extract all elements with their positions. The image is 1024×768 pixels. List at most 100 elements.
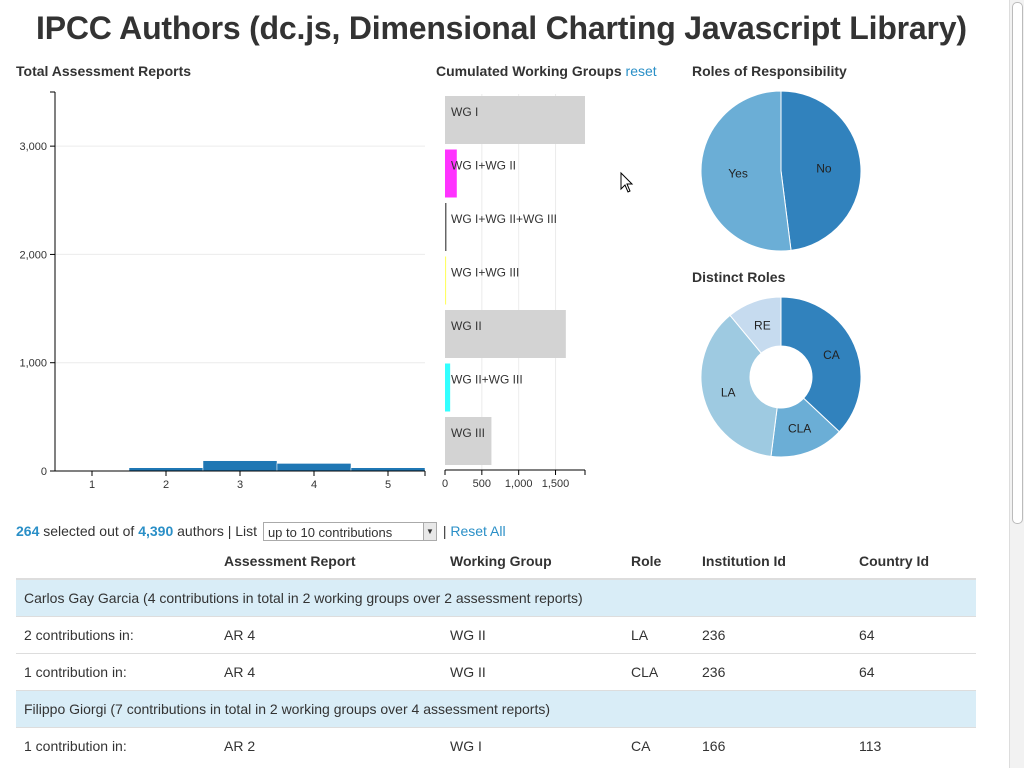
reset-all-link[interactable]: Reset All: [450, 523, 506, 540]
x-tick-label: 0: [442, 478, 448, 490]
table-cell: WG II: [442, 653, 623, 691]
table-cell: LA: [623, 616, 694, 654]
x-tick-label: 1,500: [542, 478, 570, 490]
list-size-value: up to 10 contributions: [267, 525, 393, 540]
table-cell: 64: [851, 616, 976, 654]
distinct-roles-slice: [700, 314, 778, 457]
table-cell: AR 2: [216, 727, 442, 764]
wg-bar-label: WG II: [451, 319, 482, 333]
y-tick-label: 2,000: [19, 249, 47, 261]
x-tick-label: 5: [385, 479, 391, 491]
table-header-row: Assessment Report Working Group Role Ins…: [16, 544, 976, 580]
selection-summary: 264 selected out of 4,390 authors | List…: [16, 522, 506, 542]
x-tick-label: 1: [89, 479, 95, 491]
authors-table: Assessment Report Working Group Role Ins…: [16, 544, 976, 764]
distinct-roles-group: CA CLA LA RE: [700, 296, 862, 458]
column-header: [16, 544, 216, 580]
wg-bar: [445, 256, 447, 305]
column-header: Working Group: [442, 544, 623, 580]
table-cell: WG II: [442, 616, 623, 654]
mouse-cursor-icon: [620, 171, 634, 193]
chevron-down-icon: ▼: [422, 523, 436, 540]
wg-chart-group: WG I WG I+WG II WG I+WG II+WG III WG I+WG I…: [442, 94, 586, 490]
y-tick-label: 3,000: [19, 141, 47, 153]
column-header: Assessment Report: [216, 544, 442, 580]
page-title: IPCC Authors (dc.js, Dimensional Chartin…: [36, 10, 967, 46]
selected-count: 264: [16, 523, 40, 540]
wg-bar: [445, 417, 492, 465]
roles-responsibility-pie[interactable]: No Yes: [0, 0, 862, 252]
working-groups-chart[interactable]: WG I WG I+WG II WG I+WG II+WG III WG I+WG I…: [0, 0, 586, 490]
wg-bar-label: WG III: [451, 426, 485, 440]
distinct-roles-donut[interactable]: CA CLA LA RE: [0, 0, 862, 458]
distinct-roles-slice: [729, 296, 782, 354]
table-group-row: Filippo Giorgi (7 contributions in total…: [16, 690, 976, 728]
working-groups-title-text: Cumulated Working Groups: [436, 63, 622, 79]
wg-bar-label: WG I+WG II+WG III: [451, 212, 557, 226]
x-tick-label: 500: [473, 478, 491, 490]
working-groups-chart-title: Cumulated Working Groups reset: [436, 63, 657, 79]
distinct-roles-slice-label: CLA: [788, 422, 811, 436]
x-tick-label: 3: [237, 479, 243, 491]
wg-bar-label: WG II+WG III: [451, 373, 523, 387]
bar: [276, 463, 352, 472]
x-tick-label: 1,000: [505, 478, 533, 490]
x-tick-label: 2: [163, 479, 169, 491]
table-cell: AR 4: [216, 653, 442, 691]
table-cell: 1 contribution in:: [16, 727, 216, 764]
authors-list-text: authors | List: [177, 523, 258, 540]
table-cell: 113: [851, 727, 976, 764]
distinct-roles-chart-title: Distinct Roles: [692, 269, 786, 285]
table-cell: CLA: [623, 653, 694, 691]
wg-bar: [445, 96, 585, 144]
roles-pie-slice-label: No: [816, 161, 832, 175]
vertical-scrollbar[interactable]: [1009, 0, 1024, 768]
wg-bar-label: WG I: [451, 105, 478, 119]
table-row: 1 contribution in: AR 4 WG II CLA 236 64: [16, 653, 976, 691]
group-cell: Filippo Giorgi (7 contributions in total…: [16, 690, 976, 728]
distinct-roles-slice-label: RE: [754, 318, 771, 332]
column-header: Country Id: [851, 544, 976, 580]
wg-bar: [445, 149, 457, 198]
separator: |: [442, 523, 447, 540]
total-count: 4,390: [138, 523, 174, 540]
distinct-roles-slice-label: LA: [721, 385, 736, 399]
table-cell: 64: [851, 653, 976, 691]
working-groups-reset-link[interactable]: reset: [625, 63, 657, 79]
assessment-chart-title: Total Assessment Reports: [16, 63, 192, 79]
table-cell: WG I: [442, 727, 623, 764]
table-cell: 166: [694, 727, 851, 764]
table-group-row: Carlos Gay Garcia (4 contributions in to…: [16, 578, 976, 617]
distinct-roles-slice: [780, 296, 862, 433]
table-cell: 1 contribution in:: [16, 653, 216, 691]
column-header: Role: [623, 544, 694, 580]
scrollbar-thumb[interactable]: [1012, 2, 1023, 524]
roles-pie-slice: [780, 90, 862, 251]
bar: [202, 460, 278, 472]
wg-bar-label: WG I+WG II: [451, 159, 516, 173]
table-cell: 236: [694, 616, 851, 654]
table-cell: CA: [623, 727, 694, 764]
table-row: 2 contributions in: AR 4 WG II LA 236 64: [16, 616, 976, 654]
wg-bar: [445, 310, 566, 358]
assessment-chart-group: 0 1,000 2,000 3,000 1 2 3 4 5: [19, 91, 426, 491]
roles-pie-slice-label: Yes: [728, 167, 748, 181]
table-cell: 2 contributions in:: [16, 616, 216, 654]
y-tick-label: 1,000: [19, 358, 47, 370]
roles-pie-group: No Yes: [700, 90, 862, 252]
table-row: 1 contribution in: AR 2 WG I CA 166 113: [16, 727, 976, 764]
wg-bar: [445, 363, 451, 412]
selected-out-of-text: selected out of: [43, 523, 135, 540]
roles-pie-slice: [700, 90, 792, 252]
group-cell: Carlos Gay Garcia (4 contributions in to…: [16, 578, 976, 617]
distinct-roles-slice-label: CA: [823, 348, 840, 362]
x-tick-label: 4: [311, 479, 317, 491]
wg-bar: [445, 203, 447, 251]
list-size-select[interactable]: up to 10 contributions ▼: [262, 522, 437, 541]
table-cell: AR 4: [216, 616, 442, 654]
y-tick-label: 0: [41, 466, 47, 478]
assessment-reports-chart[interactable]: 0 1,000 2,000 3,000 1 2 3 4 5: [0, 0, 426, 491]
wg-bar-label: WG I+WG III: [451, 266, 519, 280]
roles-responsibility-chart-title: Roles of Responsibility: [692, 63, 847, 79]
column-header: Institution Id: [694, 544, 851, 580]
